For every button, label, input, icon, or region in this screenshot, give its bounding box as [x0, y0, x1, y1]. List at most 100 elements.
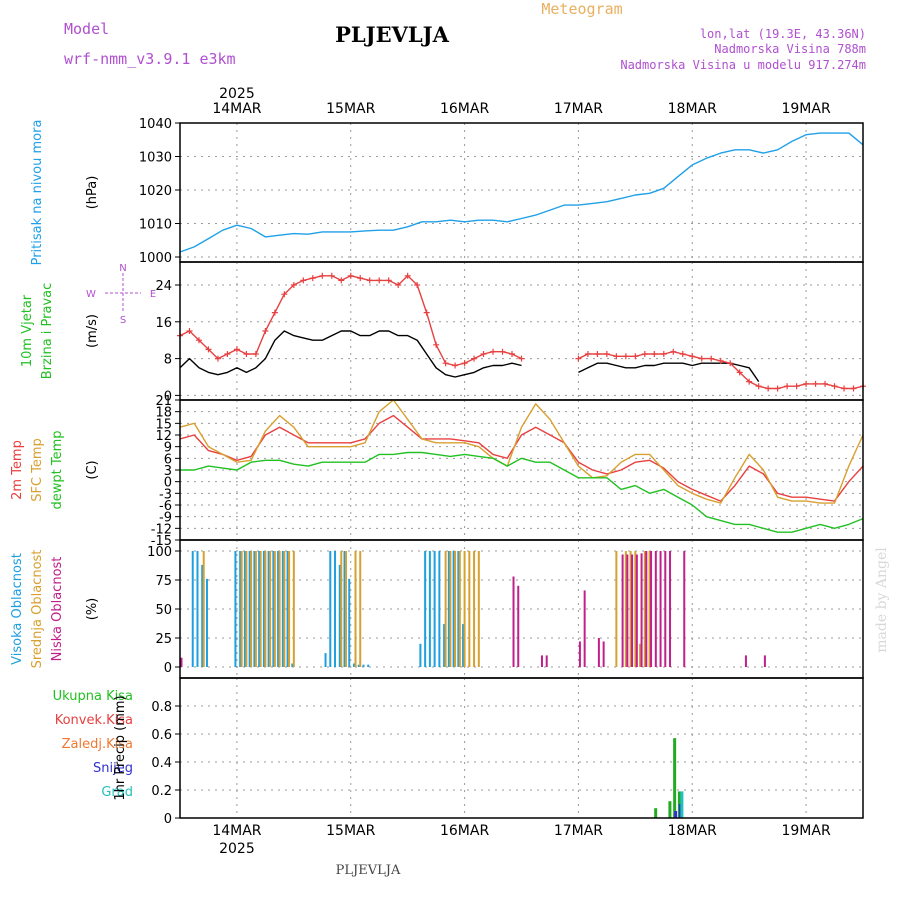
- bar-clouds: [578, 641, 581, 667]
- compass-letter: W: [86, 289, 96, 300]
- bar-clouds: [180, 657, 183, 667]
- year-label-top: 2025: [219, 86, 255, 102]
- gust-marker: [214, 355, 221, 362]
- date-label-top: 15MAR: [326, 101, 375, 117]
- gust-marker: [679, 351, 686, 357]
- gust-marker: [271, 309, 278, 316]
- gust-marker: [376, 277, 383, 284]
- unit-label-pressure: (hPa): [85, 176, 100, 210]
- bar-clouds: [264, 551, 267, 667]
- series-line-temperature: [179, 414, 864, 502]
- gust-marker: [433, 341, 440, 348]
- y-tick-label: 100: [147, 545, 172, 560]
- date-label-bottom: 14MAR: [212, 823, 261, 839]
- bar-clouds: [245, 551, 248, 667]
- date-label-bottom: 17MAR: [554, 823, 603, 839]
- y-tick-label: -12: [151, 522, 172, 537]
- bar-clouds: [253, 551, 256, 667]
- bar-clouds: [329, 551, 332, 667]
- bar-clouds: [473, 551, 476, 667]
- y-tick-label: -9: [159, 511, 172, 526]
- unit-label-clouds: (%): [85, 598, 100, 621]
- ylabel-temperature: SFC Temp: [30, 438, 45, 502]
- date-label-top: 16MAR: [440, 101, 489, 117]
- y-tick-label: 1030: [139, 151, 172, 166]
- bar-clouds: [640, 553, 643, 667]
- legend-precip: Snijeg: [93, 761, 133, 776]
- gust-marker: [395, 282, 402, 288]
- gust-marker: [499, 348, 506, 355]
- y-tick-label: 50: [155, 603, 172, 618]
- gust-marker: [423, 309, 430, 316]
- gust-marker: [717, 357, 724, 364]
- gust-marker: [698, 355, 705, 362]
- bar-clouds: [243, 551, 246, 667]
- gust-marker: [414, 282, 421, 288]
- ylabel-clouds: Srednja Oblacnost: [30, 550, 45, 669]
- date-label-top: 18MAR: [668, 101, 717, 117]
- header-group: Model wrf-nmm_v3.9.1 e3km PLJEVLJA Meteo…: [64, 0, 890, 878]
- bar-clouds: [452, 551, 455, 667]
- bar-clouds: [269, 551, 272, 667]
- y-tick-label: 6: [164, 452, 172, 467]
- bar-clouds: [545, 655, 548, 667]
- y-tick-label: 25: [155, 632, 172, 647]
- bar-clouds: [286, 551, 289, 667]
- bar-clouds: [634, 551, 637, 667]
- bar-clouds: [463, 551, 466, 667]
- date-label-top: 14MAR: [212, 101, 261, 117]
- bar-clouds: [359, 551, 362, 667]
- bar-precip: [654, 808, 658, 818]
- gust-marker: [850, 385, 857, 392]
- y-tick-label: 21: [155, 394, 172, 409]
- bar-clouds: [602, 641, 605, 667]
- bar-clouds: [664, 551, 667, 667]
- bar-clouds: [345, 551, 348, 667]
- bar-clouds: [615, 551, 618, 667]
- bar-clouds: [240, 551, 243, 667]
- bar-clouds: [352, 663, 355, 667]
- bar-clouds: [645, 551, 648, 667]
- gust-marker: [708, 355, 715, 362]
- y-tick-label: 0.6: [151, 728, 172, 743]
- y-tick-label: 0.8: [151, 700, 172, 715]
- y-tick-label: 3: [164, 464, 172, 479]
- panel-frame: [179, 261, 864, 401]
- lonlat-text: lon,lat (19.3E, 43.36N): [700, 27, 866, 41]
- gust-marker: [822, 380, 829, 387]
- gust-marker: [670, 348, 677, 355]
- bar-clouds: [267, 551, 270, 667]
- date-label-bottom: 19MAR: [781, 823, 830, 839]
- bar-clouds: [338, 564, 341, 667]
- date-label-bottom: 16MAR: [440, 823, 489, 839]
- bar-clouds: [444, 551, 447, 667]
- panel-clouds: 0 25 50 75 100 Visoka Oblacnost Srednja Oblacn…: [10, 539, 864, 679]
- compass-cross: [105, 273, 141, 313]
- gust-marker: [309, 275, 316, 282]
- bar-precip: [668, 801, 672, 818]
- gust-marker: [727, 360, 734, 367]
- panel-pressure: 1000 1010 1020 1030 1040 Pritisak na nivou mo…: [30, 117, 864, 266]
- ylabel-clouds: Niska Oblacnost: [50, 557, 65, 662]
- gust-marker: [746, 378, 753, 385]
- bar-clouds: [659, 551, 662, 667]
- y-tick-label: 0.2: [151, 784, 172, 799]
- bar-clouds: [354, 551, 357, 667]
- y-tick-label: 0: [164, 389, 172, 404]
- bar-clouds: [654, 551, 657, 667]
- bar-clouds: [288, 551, 291, 667]
- gust-marker: [632, 353, 639, 360]
- ylabel-wind: 10m Vjetar: [20, 294, 35, 367]
- y-tick-label: 0: [164, 812, 172, 827]
- model-elevation-text: Nadmorska Visina u modelu 917.274m: [620, 58, 866, 72]
- bar-clouds: [763, 655, 766, 667]
- bar-clouds: [744, 655, 747, 667]
- bar-clouds: [624, 551, 627, 667]
- year-label-bottom: 2025: [219, 841, 255, 857]
- gust-marker: [575, 355, 582, 362]
- bar-clouds: [292, 551, 295, 667]
- gust-marker: [252, 351, 259, 357]
- bar-clouds: [433, 551, 436, 667]
- y-tick-label: -15: [151, 534, 172, 549]
- y-tick-label: -6: [159, 499, 172, 514]
